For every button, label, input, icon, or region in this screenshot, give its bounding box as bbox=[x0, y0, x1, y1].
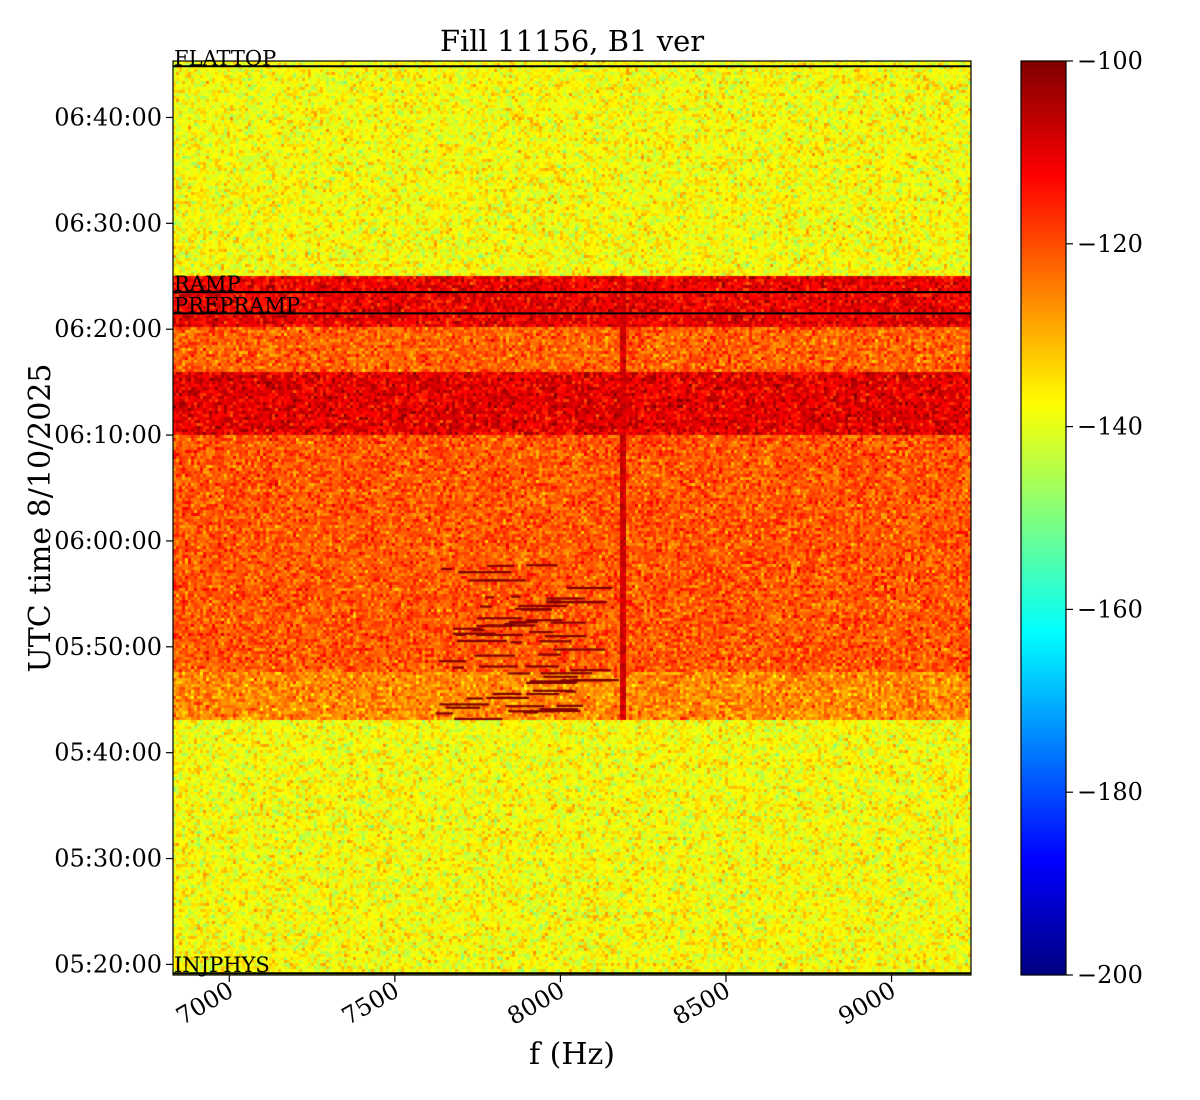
y-tick-label: 06:40:00 bbox=[54, 103, 162, 131]
chart-title: Fill 11156, B1 ver bbox=[440, 24, 704, 58]
y-axis-ticks: 05:20:00 05:30:00 05:40:00 05:50:00 06:00:00… bbox=[54, 103, 173, 978]
y-axis-label: UTC time 8/10/2025 bbox=[23, 364, 58, 673]
y-tick-label: 05:40:00 bbox=[54, 739, 162, 767]
y-tick-label: 05:30:00 bbox=[54, 845, 162, 873]
colorbar-ticks: −100 −120 −140 −160 −180 −200 bbox=[1066, 47, 1143, 989]
mode-marker-label: RAMP bbox=[174, 272, 241, 296]
x-tick-label: 7000 bbox=[171, 976, 238, 1031]
colorbar-gradient bbox=[1021, 61, 1066, 975]
x-axis-label: f (Hz) bbox=[529, 1037, 615, 1072]
plot-frame bbox=[172, 60, 972, 976]
y-tick-label: 06:00:00 bbox=[54, 527, 162, 555]
colorbar-frame bbox=[1020, 60, 1067, 976]
colorbar-tick-label: −100 bbox=[1077, 47, 1143, 75]
x-axis-ticks: 7000 7500 8000 8500 9000 bbox=[171, 975, 901, 1031]
colorbar-tick-label: −140 bbox=[1077, 413, 1143, 441]
colorbar-tick-label: −200 bbox=[1077, 961, 1143, 989]
y-tick-label: 06:30:00 bbox=[54, 209, 162, 237]
x-tick-label: 8000 bbox=[503, 976, 570, 1031]
colorbar-tick-label: −180 bbox=[1077, 778, 1143, 806]
y-tick-label: 06:20:00 bbox=[54, 315, 162, 343]
y-tick-label: 05:20:00 bbox=[54, 950, 162, 978]
mode-marker-label: INJPHYS bbox=[174, 953, 270, 977]
spectrogram-heatmap bbox=[173, 61, 971, 975]
colorbar-tick-label: −120 bbox=[1077, 230, 1143, 258]
colorbar-tick-label: −160 bbox=[1077, 595, 1143, 623]
x-tick-label: 7500 bbox=[337, 976, 404, 1031]
x-tick-label: 8500 bbox=[668, 976, 735, 1031]
y-tick-label: 05:50:00 bbox=[54, 633, 162, 661]
x-tick-label: 9000 bbox=[834, 976, 901, 1031]
mode-marker-label: FLATTOP bbox=[174, 46, 276, 70]
mode-marker-label: PREPRAMP bbox=[174, 293, 300, 317]
y-tick-label: 06:10:00 bbox=[54, 421, 162, 449]
